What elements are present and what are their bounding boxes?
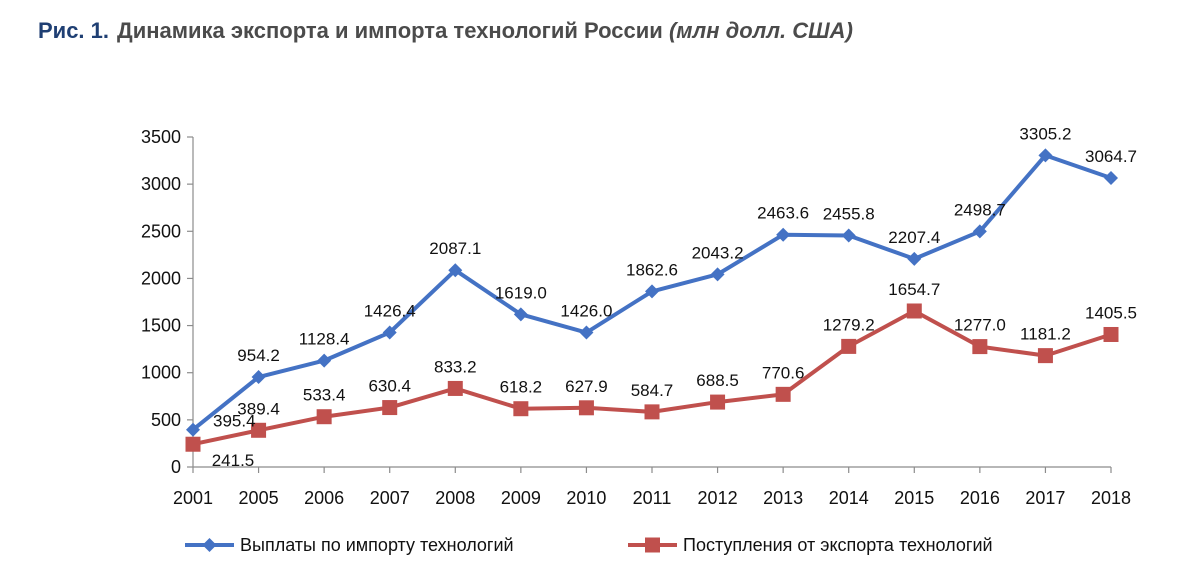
data-label: 2207.4 [888,228,940,247]
data-label: 627.9 [565,377,608,396]
data-point-square [1103,326,1119,342]
x-tick-label: 2009 [501,488,541,508]
data-label: 1277.0 [954,316,1006,335]
y-tick-label: 2500 [141,221,181,241]
data-point-diamond [1038,148,1053,163]
y-tick-label: 1000 [141,363,181,383]
data-point-square [645,537,660,553]
x-tick-label: 2010 [566,488,606,508]
x-tick-label: 2017 [1025,488,1065,508]
y-tick-label: 500 [151,410,181,430]
data-label: 1279.2 [823,315,875,334]
x-tick-label: 2015 [894,488,934,508]
y-tick-label: 3500 [141,127,181,147]
data-label: 2455.8 [823,204,875,223]
x-tick-label: 2007 [370,488,410,508]
data-point-square [251,422,267,438]
figure-title-text: Динамика экспорта и импорта технологий Р… [117,18,663,43]
data-point-diamond [776,227,791,242]
x-tick-label: 2014 [829,488,869,508]
data-point-diamond [513,307,528,322]
data-point-square [644,404,660,420]
data-point-diamond [907,251,922,266]
data-point-square [513,401,529,417]
data-point-square [316,409,332,425]
data-label: 618.2 [500,378,543,397]
data-label: 954.2 [237,346,280,365]
data-point-square [775,386,791,402]
data-label: 1426.4 [364,302,416,321]
data-point-square [447,380,463,396]
data-label: 389.4 [237,399,280,418]
data-label: 241.5 [212,451,255,470]
data-label: 833.2 [434,357,477,376]
x-tick-label: 2001 [173,488,213,508]
data-label: 2043.2 [692,243,744,262]
data-label: 1405.5 [1085,303,1137,322]
figure-title: Рис. 1. Динамика экспорта и импорта техно… [38,18,853,44]
x-tick-label: 2005 [239,488,279,508]
data-label: 3064.7 [1085,147,1137,166]
legend-export-label: Поступления от экспорта технологий [683,535,993,555]
data-label: 1862.6 [626,260,678,279]
data-label: 1181.2 [1020,325,1071,344]
x-tick-label: 2013 [763,488,803,508]
data-label: 533.4 [303,386,346,405]
x-tick-label: 2018 [1091,488,1131,508]
y-tick-label: 1500 [141,316,181,336]
data-point-square [841,338,857,354]
data-point-diamond [317,353,332,368]
data-point-diamond [579,325,594,340]
x-tick-label: 2016 [960,488,1000,508]
data-point-square [185,436,201,452]
data-point-diamond [382,325,397,340]
data-label: 2463.6 [757,204,809,223]
data-label: 770.6 [762,363,805,382]
y-tick-label: 3000 [141,174,181,194]
data-label: 630.4 [368,377,411,396]
data-label: 1426.0 [560,302,612,321]
data-point-diamond [448,263,463,278]
data-point-square [710,394,726,410]
legend-import-label: Выплаты по импорту технологий [240,535,514,555]
x-tick-label: 2012 [698,488,738,508]
data-point-diamond [710,267,725,282]
x-tick-label: 2006 [304,488,344,508]
data-label: 1654.7 [888,280,940,299]
data-label: 688.5 [696,371,739,390]
data-point-diamond [841,228,856,243]
data-label: 395.4 [213,412,256,431]
data-label: 2498.7 [954,200,1006,219]
x-tick-label: 2008 [435,488,475,508]
data-label: 584.7 [631,381,674,400]
data-label: 1128.4 [299,330,350,349]
data-point-diamond [251,370,266,385]
data-point-diamond [202,538,217,552]
figure-unit: (млн долл. США) [668,18,853,43]
data-point-square [1037,348,1053,364]
data-label: 3305.2 [1019,124,1071,143]
data-label: 1619.0 [495,283,547,302]
data-point-square [906,303,922,319]
y-tick-label: 2000 [141,268,181,288]
data-label: 2087.1 [429,239,481,258]
data-point-square [578,400,594,416]
data-point-square [382,400,398,416]
data-point-diamond [1104,171,1118,186]
data-point-diamond [972,224,987,239]
x-tick-label: 2011 [633,488,672,508]
data-point-diamond [186,422,200,437]
data-point-square [972,339,988,355]
y-tick-label: 0 [171,457,181,477]
data-point-diamond [645,284,659,299]
figure-number: Рис. 1. [38,18,110,43]
